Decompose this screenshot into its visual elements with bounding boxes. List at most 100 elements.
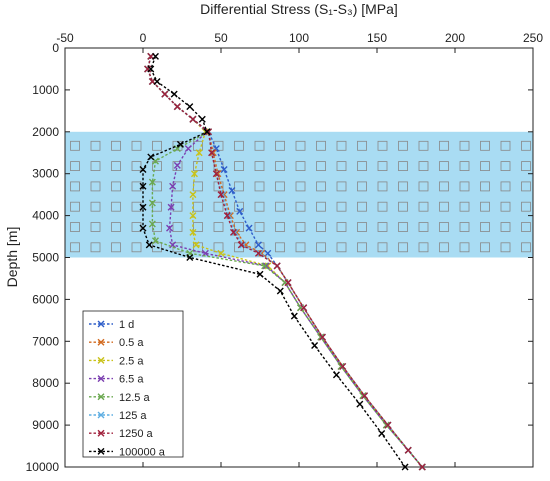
band-marker: [439, 222, 449, 232]
data-point: [273, 262, 281, 270]
band-marker: [439, 140, 449, 151]
band-marker: [418, 161, 429, 172]
band-marker: [172, 161, 183, 172]
band-marker: [439, 242, 449, 253]
data-point: [418, 463, 426, 471]
band-marker: [131, 161, 142, 172]
data-point: [176, 140, 184, 148]
band-marker: [213, 242, 224, 253]
band-marker: [111, 181, 121, 192]
band-marker: [357, 242, 367, 253]
band-marker: [418, 181, 429, 192]
data-point: [339, 362, 347, 370]
band-marker: [480, 242, 490, 253]
data-point: [261, 262, 269, 270]
series-1250-a: [144, 52, 426, 471]
band-marker: [295, 222, 306, 232]
x-tick-label: -50: [56, 31, 74, 45]
band-marker: [131, 242, 142, 253]
band-marker: [295, 201, 306, 212]
series-line: [146, 56, 423, 468]
data-point: [217, 249, 225, 257]
x-tick-label: 250: [523, 31, 543, 45]
legend-label: 100000 a: [119, 446, 166, 458]
legend-label: 2.5 a: [119, 355, 144, 367]
band-marker: [377, 161, 388, 172]
band-marker: [152, 222, 162, 232]
series-1-d: [144, 52, 426, 471]
legend-label: 125 a: [119, 410, 147, 422]
data-point: [139, 166, 147, 174]
data-point: [148, 220, 156, 228]
data-point: [189, 228, 197, 236]
band-marker: [418, 140, 429, 151]
band-marker: [193, 140, 203, 151]
legend-marker: [97, 375, 105, 383]
x-tick-label: 50: [214, 31, 228, 45]
band-marker: [275, 140, 285, 151]
band-marker: [316, 140, 326, 151]
band-marker: [439, 181, 449, 192]
y-tick-label: 1000: [32, 83, 59, 97]
band-marker: [90, 222, 101, 232]
data-point: [173, 161, 181, 169]
band-marker: [316, 242, 326, 253]
band-marker: [398, 181, 408, 192]
band-marker: [275, 201, 285, 212]
data-point: [195, 149, 203, 157]
data-point: [217, 191, 225, 199]
data-point: [186, 254, 194, 261]
data-point: [359, 392, 367, 400]
series-6.5-a: [144, 52, 426, 471]
data-point: [205, 128, 213, 136]
data-point: [254, 241, 262, 249]
series-100000-a: [139, 52, 409, 471]
band-marker: [90, 201, 101, 212]
legend-marker: [97, 320, 105, 328]
band-marker: [336, 161, 347, 172]
data-point: [245, 224, 253, 232]
legend-item: 6.5 a: [89, 374, 144, 386]
series-line: [146, 56, 423, 468]
y-tick-label: 6000: [32, 292, 59, 306]
data-point: [167, 203, 175, 211]
data-point: [212, 170, 220, 178]
band-marker: [459, 181, 470, 192]
data-point: [173, 103, 181, 111]
band-marker: [275, 242, 285, 253]
band-marker: [172, 201, 183, 212]
legend-label: 6.5 a: [119, 374, 144, 386]
band-marker: [90, 181, 101, 192]
data-point: [170, 90, 178, 98]
band-marker: [418, 242, 429, 253]
band-marker: [398, 201, 408, 212]
legend-item: 1250 a: [89, 428, 154, 440]
data-point: [189, 115, 197, 123]
band-marker: [111, 140, 121, 151]
series-125-a: [144, 52, 426, 471]
x-tick-label: 150: [367, 31, 387, 45]
band-marker: [234, 222, 244, 232]
legend-marker: [97, 411, 105, 419]
band-marker: [70, 140, 80, 151]
y-tick-label: 4000: [32, 209, 59, 223]
legend-item: 125 a: [89, 410, 147, 422]
legend-marker: [97, 338, 105, 346]
plot-area: -50 0 50 100 150 200 2500100020003000400050006…: [26, 31, 544, 474]
data-point: [145, 241, 153, 249]
band-marker: [90, 242, 101, 253]
y-tick-label: 9000: [32, 418, 59, 432]
band-marker: [131, 201, 142, 212]
y-tick-label: 3000: [32, 167, 59, 181]
data-point: [404, 446, 412, 454]
x-tick-label: 200: [445, 31, 465, 45]
band-marker: [254, 181, 265, 192]
data-point: [382, 421, 390, 429]
data-point: [223, 212, 231, 220]
data-point: [166, 224, 174, 232]
data-point: [161, 90, 169, 98]
series-0.5-a: [144, 52, 426, 471]
band-marker: [480, 181, 490, 192]
data-point: [189, 191, 197, 199]
data-point: [284, 279, 292, 287]
